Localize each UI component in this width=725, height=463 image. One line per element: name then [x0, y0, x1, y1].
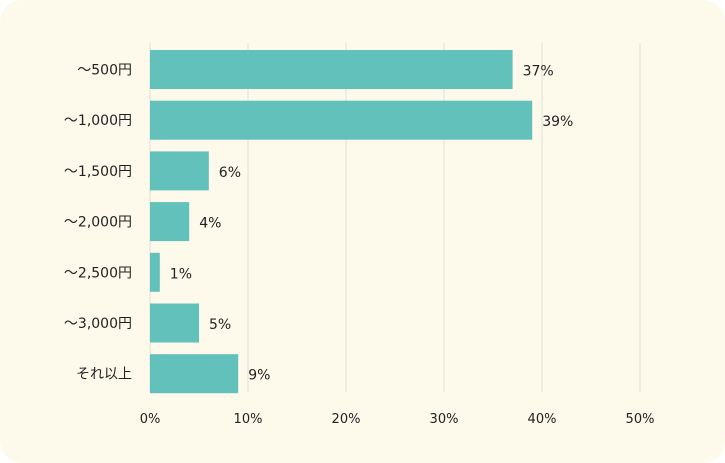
- bar-1: [150, 100, 533, 140]
- value-label-6: 9%: [248, 368, 270, 384]
- category-label-4: ～2,500円: [64, 265, 132, 281]
- bar-4: [150, 252, 160, 292]
- value-label-0: 37%: [523, 64, 554, 80]
- bar-2: [150, 151, 209, 191]
- x-tick-label-4: 40%: [528, 412, 557, 427]
- category-label-2: ～1,500円: [64, 164, 132, 180]
- value-label-3: 4%: [199, 216, 221, 232]
- category-label-0: ～500円: [77, 63, 132, 79]
- bar-6: [150, 354, 239, 394]
- x-tick-label-0: 0%: [140, 412, 161, 427]
- bar-5: [150, 303, 199, 343]
- x-tick-label-1: 10%: [234, 412, 263, 427]
- category-label-3: ～2,000円: [64, 215, 132, 231]
- bar-0: [150, 50, 513, 89]
- category-label-5: ～3,000円: [64, 316, 132, 332]
- value-label-5: 5%: [209, 317, 231, 333]
- value-label-2: 6%: [219, 165, 241, 181]
- bar-3: [150, 202, 190, 242]
- x-tick-label-2: 20%: [332, 412, 361, 427]
- value-label-1: 39%: [542, 114, 573, 130]
- category-label-1: ～1,000円: [64, 113, 132, 129]
- category-label-6: それ以上: [76, 367, 132, 383]
- value-label-4: 1%: [170, 266, 192, 282]
- x-tick-label-3: 30%: [430, 412, 459, 427]
- x-tick-label-5: 50%: [626, 412, 655, 427]
